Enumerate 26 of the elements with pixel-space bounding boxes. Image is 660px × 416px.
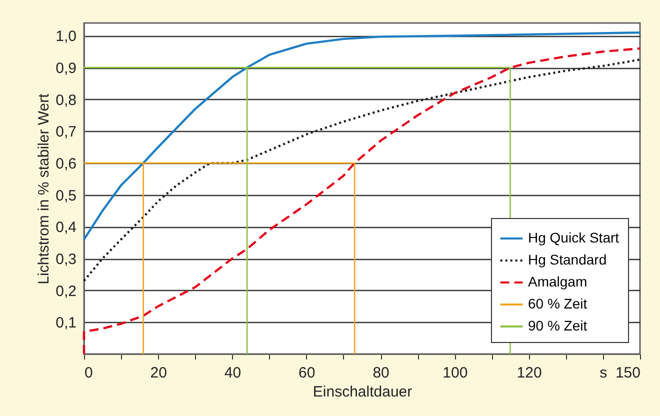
x-tick-label: s <box>600 364 608 382</box>
legend-label: Hg Quick Start <box>528 230 620 246</box>
x-tick-label: 0 <box>84 364 93 382</box>
y-axis-title: Lichtstrom in % stabiler Wert <box>36 92 53 284</box>
legend-label: Hg Standard <box>528 252 607 268</box>
x-tick-label: 100 <box>442 364 468 382</box>
y-tick-label: 0,1 <box>56 314 76 332</box>
legend-label: 90 % Zeit <box>528 318 588 334</box>
x-tick-label: 60 <box>298 364 316 382</box>
y-tick-label: 1,0 <box>56 28 76 46</box>
y-tick-label: 0,7 <box>56 124 76 141</box>
legend-label: Amalgam <box>528 274 588 290</box>
x-tick-label: 150 <box>615 364 640 382</box>
y-tick-label: 0,4 <box>56 219 76 236</box>
x-axis-title: Einschaltdauer <box>312 384 412 400</box>
x-tick-label: 120 <box>516 364 542 382</box>
y-tick-label: 0,5 <box>56 187 76 204</box>
y-tick-label: 0,8 <box>56 92 76 109</box>
y-tick-label: 0,3 <box>56 251 76 268</box>
y-tick-label: 0,6 <box>56 156 76 173</box>
x-tick-label: 20 <box>150 364 167 382</box>
y-tick-label: 0,2 <box>56 282 76 300</box>
legend-label: 60 % Zeit <box>528 296 588 312</box>
y-tick-label: 0,9 <box>56 60 76 78</box>
x-tick-label: 80 <box>372 364 390 382</box>
x-tick-label: 40 <box>224 364 242 382</box>
